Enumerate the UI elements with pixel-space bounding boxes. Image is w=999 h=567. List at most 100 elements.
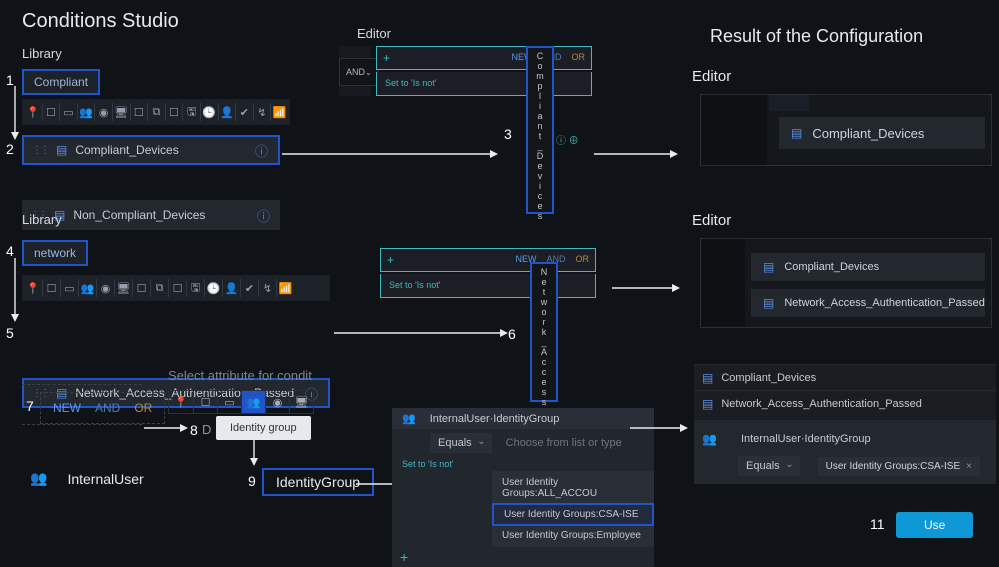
attr-icon-monitor[interactable]: 🖥 bbox=[289, 391, 313, 413]
editor2-hint-row: Set to 'Is not' bbox=[380, 274, 596, 298]
info-icon[interactable]: ⓘ bbox=[257, 206, 270, 225]
filter-icon[interactable]: 🖥 bbox=[114, 279, 132, 297]
filter-icon[interactable]: 👤 bbox=[222, 279, 240, 297]
attr-picker-iconrow[interactable]: 📍 ☐ ▭ 👥 ◉ 🖥 bbox=[168, 390, 314, 414]
document-icon: ▤ bbox=[763, 260, 774, 274]
drag-handle-icon[interactable]: ⋮⋮ bbox=[32, 145, 48, 156]
filter-icon[interactable]: ▭ bbox=[60, 279, 78, 297]
filter-icon[interactable]: 📍 bbox=[24, 103, 42, 121]
attr-icon-identity-group[interactable]: 👥 bbox=[241, 391, 265, 413]
rescfg-iu-header: InternalUser·IdentityGroup bbox=[741, 433, 871, 445]
library1-item-0-label: Compliant_Devices bbox=[75, 143, 178, 157]
editor1-and-chip[interactable]: AND⌄ bbox=[339, 58, 379, 86]
identity-group-tooltip: Identity group bbox=[216, 416, 311, 440]
bool-or[interactable]: OR bbox=[134, 401, 152, 415]
filter-icon[interactable]: ◉ bbox=[96, 279, 114, 297]
internal-user-row[interactable]: 👥 InternalUser bbox=[30, 470, 144, 487]
attr-icon-id[interactable]: ☐ bbox=[193, 391, 217, 413]
filter-icon[interactable]: 🕒 bbox=[204, 279, 222, 297]
dd-header: InternalUser·IdentityGroup bbox=[430, 413, 560, 425]
filter-icon[interactable]: 🖫 bbox=[182, 103, 200, 121]
editor-tab-or[interactable]: OR bbox=[576, 254, 590, 264]
editor1-side-icons[interactable]: ⓘ ⊕ bbox=[556, 132, 579, 147]
editor1-hint-row: Set to 'Is not' bbox=[376, 72, 592, 96]
rescfg-row-1[interactable]: ▤ Network_Access_Authentication_Passed bbox=[694, 390, 996, 416]
internal-user-label: InternalUser bbox=[67, 471, 143, 487]
document-icon: ▤ bbox=[702, 397, 713, 411]
info-icon[interactable]: ⓘ bbox=[255, 141, 268, 160]
filter-icon[interactable]: ☐ bbox=[168, 279, 186, 297]
rescfg-chip[interactable]: User Identity Groups:CSA-ISE× bbox=[818, 457, 980, 476]
dd-option-list: User Identity Groups:ALL_ACCOUUser Ident… bbox=[492, 471, 654, 547]
result2-item-1[interactable]: ▤ Network_Access_Authentication_Passed bbox=[751, 289, 985, 317]
step-3: 3 bbox=[504, 126, 512, 142]
dd-hint: Set to 'Is not' bbox=[392, 457, 654, 471]
filter-icon[interactable]: ▭ bbox=[59, 103, 77, 121]
filter-icon[interactable]: ✔ bbox=[240, 279, 258, 297]
bool-new[interactable]: NEW bbox=[53, 401, 81, 415]
result-editor-1: ▤ Compliant_Devices bbox=[700, 94, 992, 166]
step-7: 7 bbox=[26, 398, 34, 414]
filter-icon[interactable]: 📶 bbox=[276, 279, 294, 297]
filter-icon[interactable]: 🕒 bbox=[200, 103, 218, 121]
filter-icon[interactable]: 👥 bbox=[78, 279, 96, 297]
filter-icon[interactable]: ⧉ bbox=[150, 279, 168, 297]
dd-placeholder[interactable]: Choose from list or type bbox=[506, 437, 622, 449]
result-title: Result of the Configuration bbox=[710, 26, 923, 47]
editor2-input-row[interactable]: + NEW AND OR bbox=[380, 248, 596, 272]
dd-option[interactable]: User Identity Groups:CSA-ISE bbox=[492, 503, 654, 526]
rescfg-row-0[interactable]: ▤ Compliant_Devices bbox=[694, 364, 996, 390]
filter-icon[interactable]: 👤 bbox=[218, 103, 236, 121]
chip-remove-icon[interactable]: × bbox=[966, 461, 972, 472]
step-6: 6 bbox=[508, 326, 516, 342]
attr-icon-circle[interactable]: ◉ bbox=[265, 391, 289, 413]
library-label-2: Library bbox=[22, 212, 62, 227]
filter-icon[interactable]: 🖫 bbox=[186, 279, 204, 297]
editor1-vertical-col[interactable]: Compliant_Devices bbox=[526, 46, 554, 214]
library1-item-compliant-devices[interactable]: ⋮⋮ ▤ Compliant_Devices ⓘ bbox=[22, 135, 280, 165]
use-button[interactable]: Use bbox=[896, 512, 973, 538]
users-icon: 👥 bbox=[702, 432, 717, 446]
library1-search-input[interactable]: Compliant bbox=[22, 69, 100, 95]
rescfg-equals-select[interactable]: Equals bbox=[738, 456, 800, 476]
filter-icon[interactable]: ☐ bbox=[42, 279, 60, 297]
filter-icon[interactable]: ☐ bbox=[132, 279, 150, 297]
library2-filter-iconrow[interactable]: 📍☐▭👥◉🖥☐⧉☐🖫🕒👤✔↯📶 bbox=[22, 275, 330, 301]
step-9: 9 bbox=[248, 473, 256, 489]
page-title: Conditions Studio bbox=[22, 10, 179, 33]
dd-option[interactable]: User Identity Groups:ALL_ACCOU bbox=[492, 473, 654, 503]
filter-icon[interactable]: ☐ bbox=[42, 103, 60, 121]
filter-icon[interactable]: 📍 bbox=[24, 279, 42, 297]
filter-icon[interactable]: ☐ bbox=[130, 103, 148, 121]
editor2-vertical-col[interactable]: Network_Access bbox=[530, 262, 558, 402]
dd-add-icon[interactable]: + bbox=[392, 547, 654, 567]
document-icon: ▤ bbox=[791, 126, 802, 140]
document-icon: ▤ bbox=[56, 143, 67, 157]
filter-icon[interactable]: ⧉ bbox=[147, 103, 165, 121]
library1-item-1-label: Non_Compliant_Devices bbox=[73, 208, 205, 222]
filter-icon[interactable]: 🖥 bbox=[112, 103, 130, 121]
result2-item-0[interactable]: ▤ Compliant_Devices bbox=[751, 253, 985, 281]
attr-icon-box[interactable]: ▭ bbox=[217, 391, 241, 413]
editor1-input-row[interactable]: + NEW AND OR bbox=[376, 46, 592, 70]
bool-and[interactable]: AND bbox=[95, 401, 120, 415]
dict-suffix: D bbox=[202, 422, 211, 437]
library2-search-input[interactable]: network bbox=[22, 240, 88, 266]
dd-option[interactable]: User Identity Groups:Employee bbox=[492, 526, 654, 545]
editor-tab-or[interactable]: OR bbox=[572, 52, 586, 62]
filter-icon[interactable]: 📶 bbox=[270, 103, 288, 121]
attr-icon-pin[interactable]: 📍 bbox=[169, 391, 193, 413]
dd-equals-select[interactable]: Equals bbox=[430, 433, 492, 453]
filter-icon[interactable]: ✔ bbox=[235, 103, 253, 121]
result1-item[interactable]: ▤ Compliant_Devices bbox=[779, 117, 985, 149]
result-editor-label-1: Editor bbox=[692, 68, 731, 85]
filter-icon[interactable]: 👥 bbox=[77, 103, 95, 121]
filter-icon[interactable]: ↯ bbox=[253, 103, 271, 121]
filter-icon[interactable]: ☐ bbox=[165, 103, 183, 121]
library1-filter-iconrow[interactable]: 📍☐▭👥◉🖥☐⧉☐🖫🕒👤✔↯📶 bbox=[22, 99, 290, 125]
dash-divider bbox=[22, 424, 142, 425]
users-icon: 👥 bbox=[30, 470, 47, 487]
filter-icon[interactable]: ◉ bbox=[94, 103, 112, 121]
filter-icon[interactable]: ↯ bbox=[258, 279, 276, 297]
step-2: 2 bbox=[6, 141, 14, 157]
